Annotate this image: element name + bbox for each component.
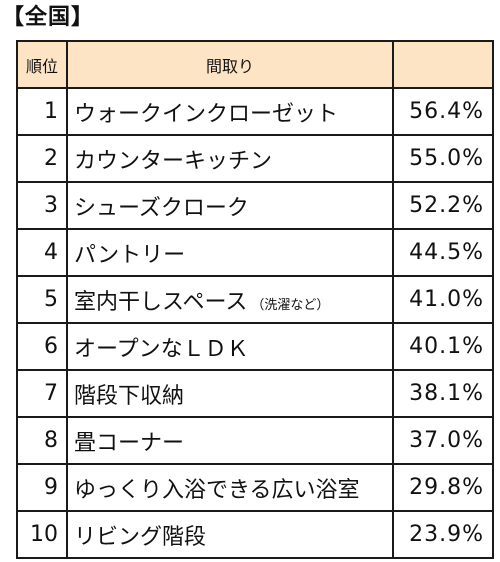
layout-cell: リビング階段: [66, 510, 394, 559]
layout-label: ゆっくり入浴できる広い浴室: [74, 477, 360, 503]
layout-label: 畳コーナー: [74, 430, 185, 456]
layout-label: 階段下収納: [74, 383, 185, 409]
table-row: 9 ゆっくり入浴できる広い浴室 29.8%: [16, 463, 494, 512]
rank-column-header: 順位: [16, 40, 68, 89]
table-header: 順位 間取り: [16, 40, 494, 89]
layout-label: 室内干しスペース: [74, 289, 248, 315]
rank-cell: 3: [16, 181, 68, 230]
rank-cell: 7: [16, 369, 68, 418]
percent-cell: 52.2%: [392, 181, 494, 230]
layout-cell: ウォークインクローゼット: [66, 87, 394, 136]
layout-note: （洗濯など）: [251, 297, 330, 313]
layout-label: オープンなＬＤＫ: [74, 336, 249, 362]
layout-label: シューズクローク: [74, 195, 249, 221]
layout-cell: 階段下収納: [66, 369, 394, 418]
layout-cell: ゆっくり入浴できる広い浴室: [66, 463, 394, 512]
percent-cell: 37.0%: [392, 416, 494, 465]
layout-cell: パントリー: [66, 228, 394, 277]
rank-cell: 5: [16, 275, 68, 324]
rank-cell: 9: [16, 463, 68, 512]
layout-column-header: 間取り: [66, 40, 394, 89]
layout-cell: 室内干しスペース （洗濯など）: [66, 275, 394, 324]
page-title: 【全国】: [2, 5, 95, 30]
rank-cell: 6: [16, 322, 68, 371]
rank-cell: 10: [16, 510, 68, 559]
percent-cell: 23.9%: [392, 510, 494, 559]
percent-cell: 44.5%: [392, 228, 494, 277]
table-row: 8 畳コーナー 37.0%: [16, 416, 494, 465]
table-row: 7 階段下収納 38.1%: [16, 369, 494, 418]
rank-cell: 2: [16, 134, 68, 183]
table-row: 4 パントリー 44.5%: [16, 228, 494, 277]
layout-cell: オープンなＬＤＫ: [66, 322, 394, 371]
table-row: 10 リビング階段 23.9%: [16, 510, 494, 559]
header-row: 順位 間取り: [16, 40, 494, 89]
rank-cell: 8: [16, 416, 68, 465]
layout-cell: カウンターキッチン: [66, 134, 394, 183]
layout-label: パントリー: [74, 242, 186, 268]
percent-cell: 55.0%: [392, 134, 494, 183]
percent-cell: 38.1%: [392, 369, 494, 418]
rank-cell: 4: [16, 228, 68, 277]
percent-cell: 56.4%: [392, 87, 494, 136]
percent-cell: 29.8%: [392, 463, 494, 512]
percent-cell: 41.0%: [392, 275, 494, 324]
ranking-table: 順位 間取り 1 ウォークインクローゼット 56.4% 2 カウンターキッチン 55.0%…: [16, 40, 494, 559]
layout-cell: シューズクローク: [66, 181, 394, 230]
table-row: 6 オープンなＬＤＫ 40.1%: [16, 322, 494, 371]
percent-column-header: [392, 40, 494, 89]
table-body: 1 ウォークインクローゼット 56.4% 2 カウンターキッチン 55.0% 3 シューズクロ…: [16, 87, 494, 559]
layout-label: ウォークインクローゼット: [74, 101, 339, 127]
layout-cell: 畳コーナー: [66, 416, 394, 465]
layout-label: カウンターキッチン: [74, 148, 273, 174]
layout-label: リビング階段: [74, 524, 207, 550]
rank-cell: 1: [16, 87, 68, 136]
table-row: 3 シューズクローク 52.2%: [16, 181, 494, 230]
table-row: 2 カウンターキッチン 55.0%: [16, 134, 494, 183]
percent-cell: 40.1%: [392, 322, 494, 371]
table-row: 5 室内干しスペース （洗濯など） 41.0%: [16, 275, 494, 324]
table-row: 1 ウォークインクローゼット 56.4%: [16, 87, 494, 136]
